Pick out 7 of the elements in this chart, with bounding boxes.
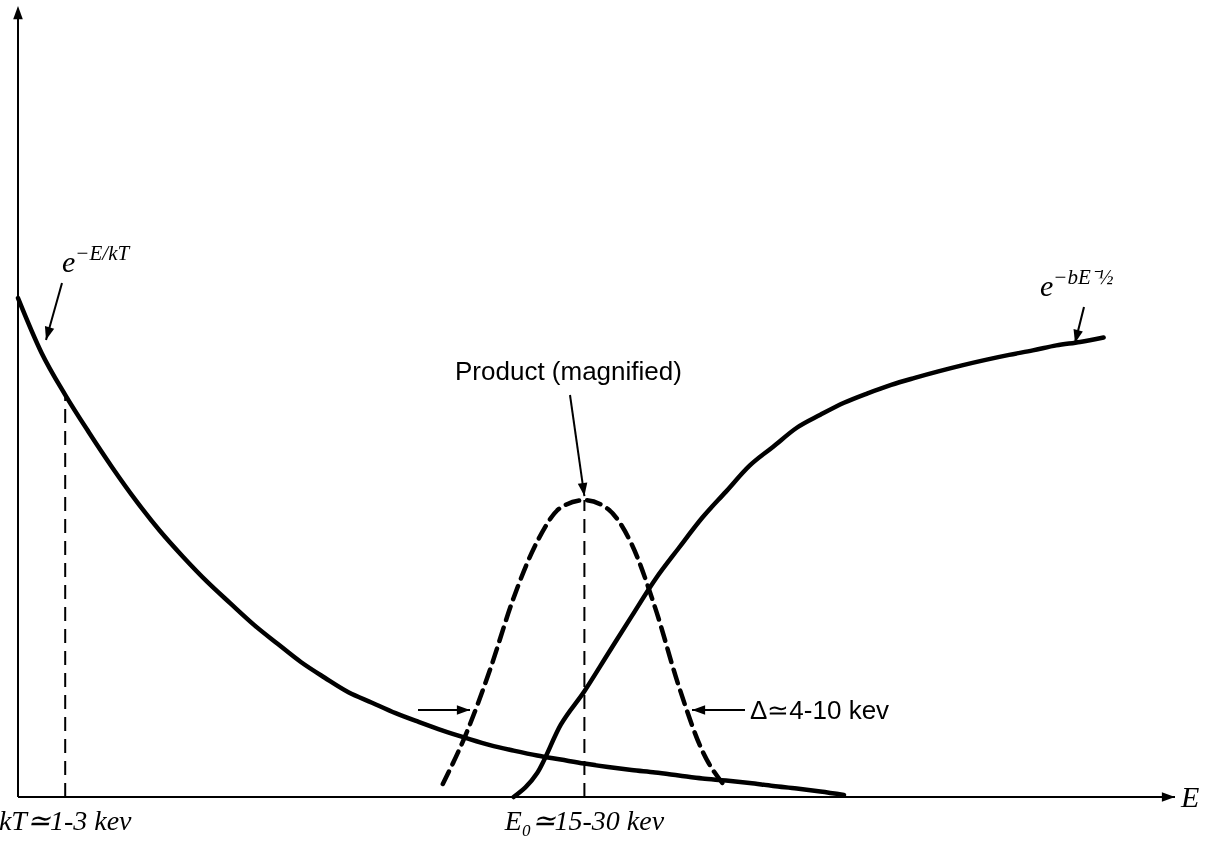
- annotation: Product (magnified): [455, 356, 682, 386]
- annotation: Δ≃4-10 kev: [750, 695, 890, 725]
- text: e$^{−E/kT}$: [62, 241, 131, 278]
- annotation: e$^{−bE⁻½}$: [1040, 265, 1114, 302]
- x-axis-title: E: [1180, 780, 1200, 813]
- x-tick-label: E₀≃15-30 kev: [503, 805, 665, 836]
- x-tick-label: kT≃1-3 kev: [0, 805, 133, 836]
